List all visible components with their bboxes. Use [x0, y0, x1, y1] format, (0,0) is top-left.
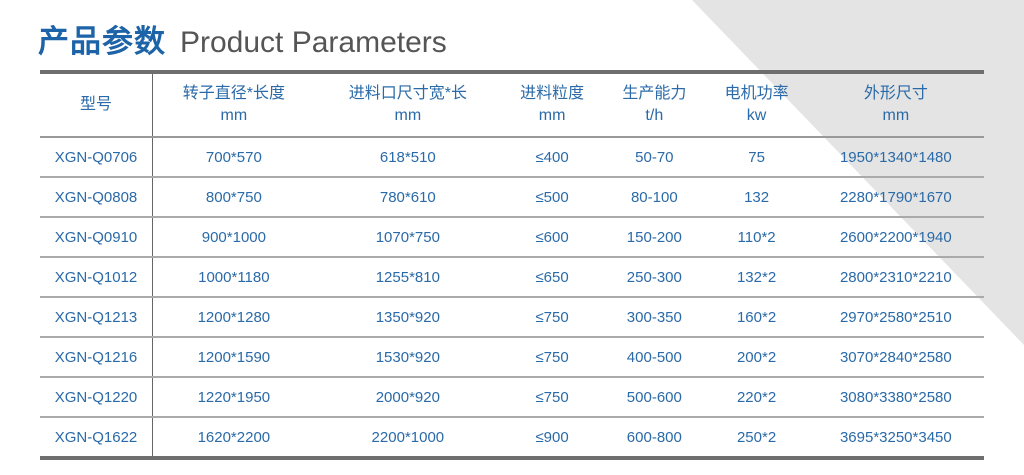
table-cell: XGN-Q1012 [40, 257, 153, 298]
title-english: Product Parameters [180, 26, 447, 59]
table-cell: 250-300 [603, 257, 706, 298]
table-cell: 220*2 [705, 377, 808, 418]
column-header: 电机功率 kw [705, 72, 808, 138]
header-unit: mm [220, 107, 248, 124]
table-cell: 900*1000 [152, 217, 315, 258]
table-row: XGN-Q0808 800*750 780*610 ≤500 80-100 132 2280… [40, 177, 984, 218]
table-cell: 300-350 [603, 297, 706, 338]
header-label: 进料口尺寸宽*长 [348, 85, 467, 102]
table-cell: XGN-Q1216 [40, 337, 153, 378]
table-cell: 400-500 [603, 337, 706, 378]
table-cell: ≤650 [500, 257, 604, 298]
table-cell: 132 [705, 177, 808, 218]
table-cell: XGN-Q0706 [40, 137, 153, 178]
column-header: 型号 [40, 72, 153, 138]
header-label: 生产能力 [622, 85, 687, 102]
table-cell: 1950*1340*1480 [807, 137, 984, 178]
table-cell: ≤600 [500, 217, 604, 258]
table-cell: ≤900 [500, 417, 604, 460]
table-cell: 2200*1000 [314, 417, 501, 460]
table-cell: 3080*3380*2580 [807, 377, 984, 418]
table-cell: XGN-Q1622 [40, 417, 153, 460]
table-cell: 1070*750 [314, 217, 501, 258]
table-cell: 250*2 [705, 417, 808, 460]
table-cell: 2280*1790*1670 [807, 177, 984, 218]
table-cell: 110*2 [705, 217, 808, 258]
table-row: XGN-Q1213 1200*1280 1350*920 ≤750 300-350 160… [40, 297, 984, 338]
header-unit: t/h [645, 107, 664, 124]
table-cell: ≤750 [500, 297, 604, 338]
table-cell: XGN-Q1220 [40, 377, 153, 418]
table-cell: 3695*3250*3450 [807, 417, 984, 460]
title-chinese: 产品参数 [38, 24, 166, 60]
column-header: 进料粒度 mm [500, 72, 604, 138]
table-cell: 50-70 [603, 137, 706, 178]
table-cell: 500-600 [603, 377, 706, 418]
column-header: 外形尺寸 mm [807, 72, 984, 138]
table-cell: ≤750 [500, 377, 604, 418]
table-row: XGN-Q1622 1620*2200 2200*1000 ≤900 600-800 25… [40, 417, 984, 460]
table-cell: 132*2 [705, 257, 808, 298]
header-label: 进料粒度 [520, 85, 585, 102]
table-row: XGN-Q0706 700*570 618*510 ≤400 50-70 75 1950*1… [40, 137, 984, 178]
column-header: 转子直径*长度 mm [152, 72, 315, 138]
table-cell: 2800*2310*2210 [807, 257, 984, 298]
table-cell: 2600*2200*1940 [807, 217, 984, 258]
table-cell: ≤400 [500, 137, 604, 178]
product-parameters-table: 型号 转子直径*长度 mm 进料口尺寸宽*长 mm 进料粒度 mm 生产能力 t/h 电机功率 kw… [40, 70, 984, 460]
table-cell: 2970*2580*2510 [807, 297, 984, 338]
table-row: XGN-Q1216 1200*1590 1530*920 ≤750 400-500 200… [40, 337, 984, 378]
table-cell: ≤500 [500, 177, 604, 218]
table-cell: 1220*1950 [152, 377, 315, 418]
header-unit: mm [394, 107, 422, 124]
table-cell: XGN-Q0808 [40, 177, 153, 218]
header-unit: mm [538, 107, 566, 124]
header-unit: mm [882, 107, 910, 124]
table-row: XGN-Q1012 1000*1180 1255*810 ≤650 250-300 132… [40, 257, 984, 298]
header-label: 转子直径*长度 [182, 85, 285, 102]
table-cell: XGN-Q0910 [40, 217, 153, 258]
table-cell: 1530*920 [314, 337, 501, 378]
table-cell: 75 [705, 137, 808, 178]
page-title: 产品参数 Product Parameters [38, 16, 447, 61]
table-cell: 1620*2200 [152, 417, 315, 460]
table-cell: 1350*920 [314, 297, 501, 338]
table-cell: XGN-Q1213 [40, 297, 153, 338]
table-cell: ≤750 [500, 337, 604, 378]
table-cell: 1255*810 [314, 257, 501, 298]
column-header: 进料口尺寸宽*长 mm [314, 72, 501, 138]
column-header: 生产能力 t/h [603, 72, 706, 138]
header-label: 电机功率 [724, 85, 789, 102]
table-cell: 160*2 [705, 297, 808, 338]
table-cell: 618*510 [314, 137, 501, 178]
table-cell: 600-800 [603, 417, 706, 460]
table-cell: 2000*920 [314, 377, 501, 418]
header-label: 型号 [79, 96, 112, 113]
table-row: XGN-Q1220 1220*1950 2000*920 ≤750 500-600 220… [40, 377, 984, 418]
table-cell: 700*570 [152, 137, 315, 178]
table-cell: 200*2 [705, 337, 808, 378]
header-row: 型号 转子直径*长度 mm 进料口尺寸宽*长 mm 进料粒度 mm 生产能力 t/h 电机功率 kw… [40, 72, 984, 138]
table-row: XGN-Q0910 900*1000 1070*750 ≤600 150-200 110*… [40, 217, 984, 258]
header-unit: kw [746, 107, 767, 124]
table-cell: 1200*1280 [152, 297, 315, 338]
table-cell: 780*610 [314, 177, 501, 218]
table-cell: 800*750 [152, 177, 315, 218]
table-cell: 1200*1590 [152, 337, 315, 378]
header-label: 外形尺寸 [863, 85, 928, 102]
table-cell: 3070*2840*2580 [807, 337, 984, 378]
table-cell: 80-100 [603, 177, 706, 218]
table-cell: 150-200 [603, 217, 706, 258]
table-cell: 1000*1180 [152, 257, 315, 298]
